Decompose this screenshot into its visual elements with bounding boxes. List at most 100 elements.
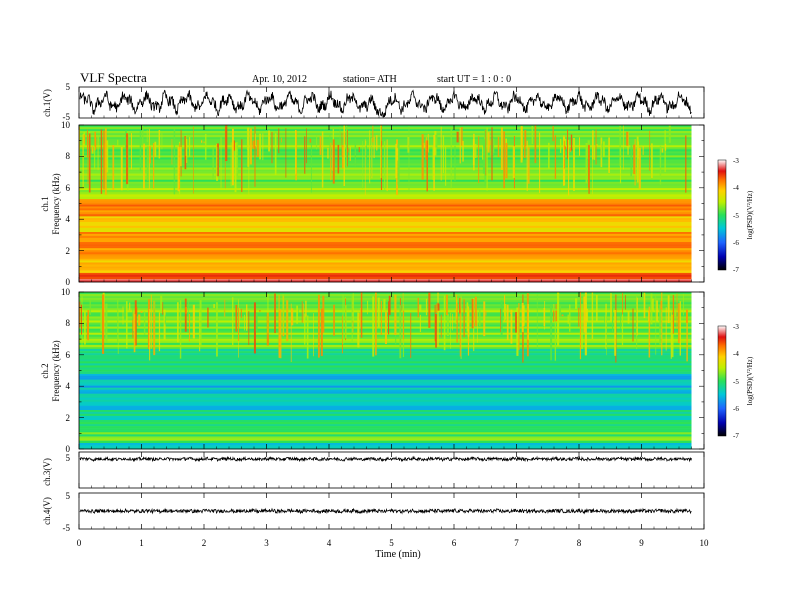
ch2-cbar-tick-m5: -5 — [733, 378, 739, 386]
spec2-streak-143 — [188, 300, 189, 322]
spec1-streak-88 — [634, 139, 636, 186]
xtick-label-7: 7 — [514, 538, 519, 548]
spec1-streak-153 — [278, 128, 280, 154]
spec1-streak-215 — [152, 143, 155, 189]
spec2-streak-194 — [557, 292, 560, 346]
spec2-streak-131 — [143, 311, 146, 335]
ch2-colorbar — [717, 325, 727, 437]
xtick-label-5: 5 — [389, 538, 394, 548]
spec1-streak-17 — [154, 141, 157, 158]
spec2-streak-78 — [604, 315, 605, 323]
ch2-cbar-tick-m3: -3 — [733, 323, 739, 331]
spec1-streak-216 — [91, 146, 94, 152]
spec1-streak-70 — [570, 134, 573, 151]
spec1-streak-93 — [332, 139, 335, 184]
spec1-streak-196 — [526, 140, 528, 192]
spec2-streak-167 — [659, 304, 662, 345]
spec1-streak-194 — [346, 125, 348, 168]
spec1-band-4-row-7 — [79, 229, 692, 233]
spec2-streak-229 — [133, 314, 136, 353]
spec1-streak-109 — [381, 140, 383, 146]
spec1-streak-184 — [427, 133, 429, 153]
spec1-streak-156 — [432, 146, 434, 180]
spec2-streak-164 — [306, 315, 309, 359]
spec2-streak-72 — [100, 310, 103, 332]
spec2-streak-224 — [160, 295, 163, 314]
spec2-streak-187 — [614, 310, 617, 356]
spec1-streak-211 — [220, 137, 222, 188]
spec2-streak-207 — [394, 294, 397, 335]
ch4-waveform-trace — [79, 507, 692, 515]
spec1-band-7-row-7 — [79, 139, 692, 142]
spec1-band-2-row-4 — [79, 266, 692, 269]
spec2-streak-157 — [129, 302, 131, 311]
spec1-streak-41 — [459, 127, 461, 164]
spec1-streak-46 — [254, 126, 256, 187]
ch1-spectrogram-image — [79, 125, 704, 283]
spec1-streak-174 — [146, 129, 148, 143]
spec2-band-2-row-9 — [79, 428, 692, 431]
spec1-band-4-row-0 — [79, 216, 692, 219]
spec1-streak-97 — [295, 130, 297, 181]
spec2-streak-222 — [317, 294, 320, 358]
spec2-streak-123 — [333, 304, 335, 336]
spec1-streak-63 — [339, 126, 341, 147]
spec2-band-4-row-2 — [79, 351, 692, 354]
spec2-streak-169 — [622, 292, 623, 323]
spec2-streak-104 — [612, 303, 614, 333]
spec2-streak-84 — [290, 303, 292, 363]
spec1-streak-232 — [173, 129, 176, 195]
spec2-band-3-row-1 — [79, 375, 692, 378]
spec2-band-2-row-6 — [79, 422, 692, 425]
spec2-streak-135 — [678, 303, 680, 344]
spec2-streak-37 — [163, 309, 166, 340]
ch4-waveform-ylabel: ch.4(V) — [42, 497, 52, 525]
spec2-streak-79 — [303, 303, 304, 324]
spec2-streak-199 — [162, 302, 164, 315]
spec1-band-4-row-4 — [79, 223, 692, 227]
spec2-streak-205 — [199, 300, 202, 347]
spec2-band-3-row-5 — [79, 383, 692, 386]
spec1-streak-144 — [146, 146, 149, 181]
spec2-streak-220 — [367, 312, 368, 315]
spec1-streak-85 — [285, 128, 287, 178]
xtick-label-6: 6 — [452, 538, 457, 548]
spec2-streak-195 — [606, 314, 607, 356]
spec1-band-3-row-9 — [79, 250, 692, 253]
spec1-streak-121 — [372, 125, 374, 143]
spec2-streak-218 — [504, 303, 507, 320]
spec2-streak-192 — [403, 310, 405, 340]
spec2-streak-117 — [683, 293, 684, 316]
ch1-spec-ylabel-line1: ch.1 — [40, 196, 50, 211]
spec1-streak-202 — [185, 135, 187, 157]
xtick-label-3: 3 — [264, 538, 269, 548]
spec2-streak-141 — [466, 302, 469, 332]
spec1-streak-132 — [142, 125, 144, 146]
spec1-band-3-row-2 — [79, 235, 692, 239]
spec2-streak-219 — [384, 312, 387, 345]
spec1-streak-217 — [83, 134, 85, 144]
spec2-streak-45 — [185, 307, 188, 314]
spec1-streak-79 — [139, 131, 142, 172]
spec1-streak-116 — [642, 145, 644, 155]
spec1-streak-16 — [450, 127, 452, 189]
spec2-streak-9 — [553, 310, 555, 322]
spec2-streak-93 — [246, 304, 248, 331]
spec2-streak-198 — [567, 314, 569, 324]
spec2-streak-166 — [459, 306, 461, 357]
spec2-streak-68 — [380, 300, 382, 336]
spec2-streak-191 — [452, 313, 453, 331]
spec2-streak-107 — [527, 304, 529, 340]
spec1-streak-199 — [456, 131, 459, 143]
spec1-streak-44 — [327, 147, 329, 159]
spec2-streak-30 — [286, 300, 289, 342]
spec1-streak-42 — [552, 126, 554, 142]
spec1-streak-172 — [120, 147, 123, 191]
spec2-streak-139 — [674, 310, 677, 317]
spec2-band-3-row-7 — [79, 387, 692, 390]
spec1-band-3-row-5 — [79, 242, 692, 245]
station-label: station= ATH — [343, 74, 397, 85]
spec1-streak-36 — [585, 143, 588, 184]
ch1-ytick-bottom: -5 — [63, 112, 71, 122]
spec2-streak-69 — [248, 311, 250, 345]
